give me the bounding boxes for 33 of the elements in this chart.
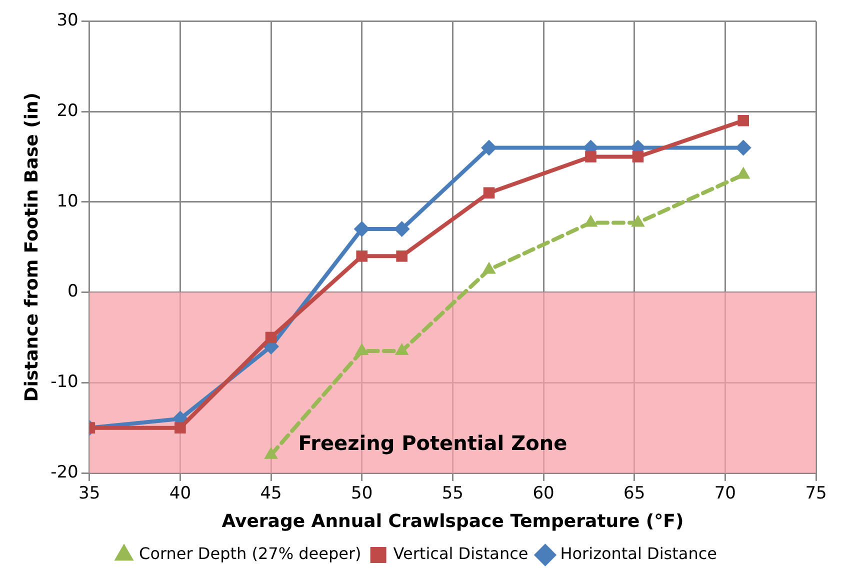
x-tick-label: 40 xyxy=(169,484,192,504)
point xyxy=(632,151,644,162)
point xyxy=(481,140,498,156)
point xyxy=(354,221,370,238)
band-label: Freezing Potential Zone xyxy=(298,431,568,456)
x-tick-label: 70 xyxy=(714,484,736,504)
y-tick-label: -10 xyxy=(50,372,78,392)
point xyxy=(738,114,749,126)
x-tick-label: 35 xyxy=(78,484,100,504)
x-tick-label: 50 xyxy=(351,484,373,504)
point xyxy=(483,187,495,199)
y-tick-label: 0 xyxy=(68,282,78,302)
y-tick-label: 20 xyxy=(56,100,78,121)
x-tick-label: 75 xyxy=(805,484,827,504)
x-tick-label: 55 xyxy=(442,484,464,504)
point xyxy=(585,151,596,162)
y-tick-label: 10 xyxy=(56,191,78,212)
x-tick-label: 65 xyxy=(624,484,646,504)
y-tick-label: -20 xyxy=(50,462,78,482)
x-tick-label: 60 xyxy=(532,484,554,504)
point xyxy=(356,250,368,262)
point xyxy=(396,250,408,262)
point xyxy=(735,140,752,156)
point xyxy=(265,332,277,344)
legend-label: Horizontal Distance xyxy=(560,544,717,564)
legend-label: Vertical Distance xyxy=(393,544,528,564)
y-tick-label: 30 xyxy=(56,10,78,31)
point xyxy=(394,221,410,238)
x-axis-title: Average Annual Crawlspace Temperature (°F) xyxy=(222,510,684,532)
y-axis-title: Distance from Footin Base (in) xyxy=(21,92,42,402)
x-tick-label: 45 xyxy=(260,484,282,504)
legend-label: Corner Depth (27% deeper) xyxy=(139,544,362,564)
point xyxy=(174,422,186,434)
